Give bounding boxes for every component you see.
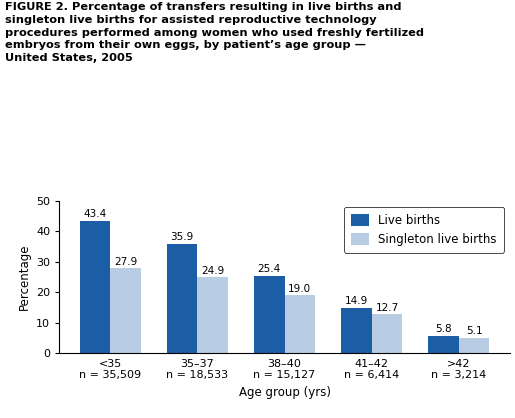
Bar: [459, 338, 489, 353]
Text: 43.4: 43.4: [83, 209, 107, 219]
Y-axis label: Percentage: Percentage: [18, 244, 30, 310]
Bar: [110, 268, 141, 353]
Text: 24.9: 24.9: [201, 266, 224, 276]
Text: 27.9: 27.9: [114, 257, 137, 267]
Bar: [372, 314, 402, 353]
Text: 14.9: 14.9: [345, 296, 368, 306]
X-axis label: Age group (yrs): Age group (yrs): [238, 386, 331, 399]
Bar: [197, 277, 228, 353]
Bar: [341, 308, 372, 353]
Text: 35.9: 35.9: [170, 232, 194, 242]
Bar: [254, 276, 284, 353]
Legend: Live births, Singleton live births: Live births, Singleton live births: [344, 206, 504, 253]
Text: FIGURE 2. Percentage of transfers resulting in live births and
singleton live bi: FIGURE 2. Percentage of transfers result…: [5, 2, 424, 63]
Bar: [167, 244, 197, 353]
Text: 5.8: 5.8: [435, 324, 452, 334]
Text: 12.7: 12.7: [375, 303, 399, 313]
Bar: [80, 221, 110, 353]
Text: 19.0: 19.0: [288, 284, 312, 294]
Bar: [284, 295, 315, 353]
Text: 25.4: 25.4: [258, 264, 281, 274]
Bar: [428, 336, 459, 353]
Text: 5.1: 5.1: [466, 326, 483, 336]
